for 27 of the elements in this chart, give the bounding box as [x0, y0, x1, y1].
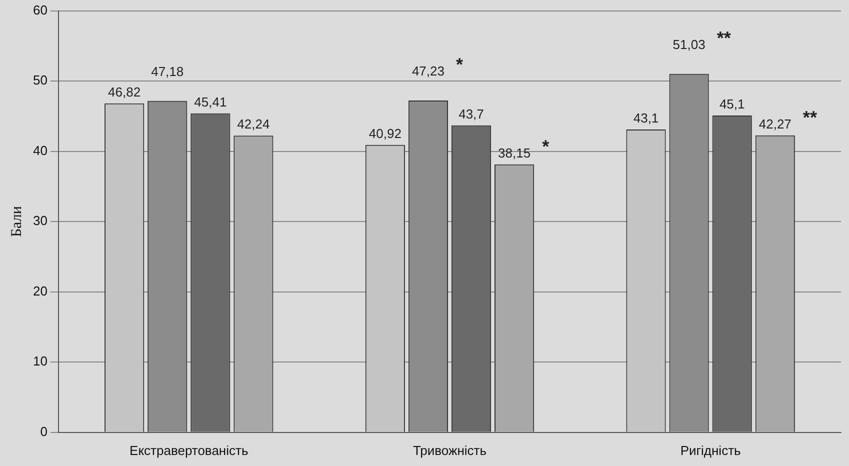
x-tick-label: Екстравертованість: [130, 442, 248, 458]
x-tick-label: Ригідність: [680, 442, 742, 458]
data-label: 40,92: [368, 126, 402, 141]
y-tick-label: 50: [32, 72, 48, 88]
data-label: 47,23: [412, 64, 444, 79]
y-tick-label: 30: [32, 213, 48, 228]
annotation: *: [542, 136, 550, 156]
data-label: 45,1: [719, 96, 745, 112]
annotation: *: [456, 54, 464, 74]
y-tick-label: 20: [32, 283, 48, 298]
data-label: 47,18: [151, 64, 184, 79]
y-tick-label: 60: [32, 2, 48, 18]
x-tick-label: Тривожність: [412, 442, 487, 458]
data-label: 43,7: [458, 106, 484, 122]
data-label: 45,41: [194, 94, 227, 110]
data-label: 42,24: [237, 116, 270, 132]
y-tick-label: 40: [32, 142, 48, 158]
y-tick-label: 0: [40, 424, 48, 439]
y-axis-title: Бали: [8, 206, 25, 238]
annotation: **: [716, 28, 731, 48]
data-label: 46,82: [108, 84, 141, 100]
data-label: 42,27: [758, 116, 792, 132]
annotation: **: [802, 107, 817, 128]
data-label: 43,1: [633, 110, 659, 126]
data-label: 38,15: [498, 145, 531, 160]
data-label: 51,03: [672, 36, 706, 52]
y-tick-label: 10: [32, 354, 48, 369]
